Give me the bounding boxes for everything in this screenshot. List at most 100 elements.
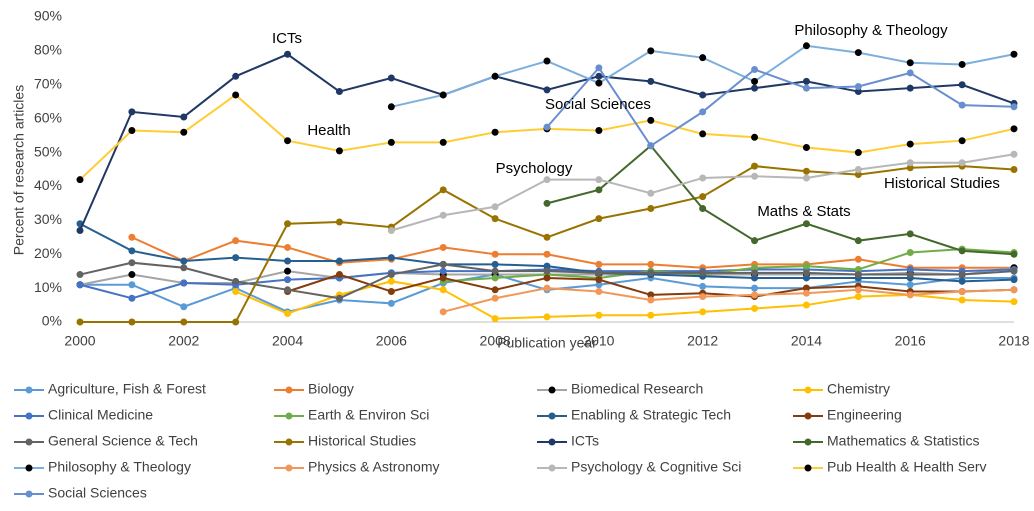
point xyxy=(595,64,603,72)
point xyxy=(802,269,810,277)
point xyxy=(595,72,603,80)
point xyxy=(439,274,447,282)
y-tick-label: 60% xyxy=(34,109,62,125)
point xyxy=(699,193,707,201)
point xyxy=(699,130,707,138)
point xyxy=(958,247,966,255)
y-tick-label: 70% xyxy=(34,75,62,91)
point xyxy=(180,279,188,287)
point xyxy=(128,247,136,255)
point xyxy=(906,230,914,238)
point xyxy=(802,174,810,182)
legend-label: Clinical Medicine xyxy=(48,407,153,423)
point xyxy=(854,293,862,301)
x-tick-label: 2006 xyxy=(376,333,407,349)
point xyxy=(491,274,499,282)
point xyxy=(595,186,603,194)
legend-marker xyxy=(285,386,293,394)
point xyxy=(647,296,655,304)
point xyxy=(491,128,499,136)
point xyxy=(1010,103,1018,111)
point xyxy=(906,159,914,167)
annotation: Philosophy & Theology xyxy=(794,22,948,39)
point xyxy=(906,69,914,77)
x-tick-label: 2000 xyxy=(64,333,95,349)
point xyxy=(76,176,84,184)
x-tick-label: 2014 xyxy=(791,333,822,349)
point xyxy=(595,176,603,184)
point xyxy=(1010,150,1018,158)
point xyxy=(854,166,862,173)
point xyxy=(751,264,759,272)
point xyxy=(76,271,84,279)
legend-marker xyxy=(25,464,33,472)
x-tick-label: 2002 xyxy=(168,333,199,349)
point xyxy=(439,267,447,275)
legend-marker xyxy=(548,412,556,420)
point xyxy=(543,57,551,65)
point xyxy=(595,215,603,223)
series-line xyxy=(80,165,1015,323)
point xyxy=(906,164,914,172)
point xyxy=(854,271,862,279)
point xyxy=(180,257,188,265)
point xyxy=(128,318,136,326)
series-line xyxy=(391,153,1015,232)
legend-marker xyxy=(285,412,293,420)
point xyxy=(439,260,447,268)
point xyxy=(387,288,395,295)
point xyxy=(491,203,499,211)
point xyxy=(128,127,136,135)
point xyxy=(647,269,655,277)
point xyxy=(387,103,395,111)
point xyxy=(76,318,84,326)
legend-marker xyxy=(804,464,812,472)
point xyxy=(751,133,759,141)
x-tick-label: 2010 xyxy=(583,333,614,349)
point xyxy=(802,84,810,92)
point xyxy=(751,269,759,277)
point xyxy=(284,220,292,228)
point xyxy=(854,171,862,179)
point xyxy=(1010,125,1018,133)
x-tick-label: 2012 xyxy=(687,333,718,349)
point xyxy=(802,220,810,228)
point xyxy=(76,227,84,234)
point xyxy=(802,301,810,309)
point xyxy=(128,259,136,267)
annotation: Historical Studies xyxy=(884,175,1000,192)
point xyxy=(854,82,862,90)
point xyxy=(699,293,707,301)
legend-label: Biology xyxy=(308,381,354,397)
point xyxy=(802,289,810,297)
point xyxy=(958,159,966,167)
point xyxy=(751,162,759,170)
annotation: Maths & Stats xyxy=(757,203,850,220)
point xyxy=(854,49,862,57)
point xyxy=(802,262,810,270)
legend-marker xyxy=(285,438,293,446)
point xyxy=(128,281,136,289)
legend-label: Pub Health & Health Serv xyxy=(827,459,987,475)
point xyxy=(335,271,343,279)
point xyxy=(439,186,447,194)
y-tick-label: 80% xyxy=(34,42,62,58)
legend-label: ICTs xyxy=(571,433,599,449)
point xyxy=(699,204,707,212)
point xyxy=(180,303,188,311)
point xyxy=(543,250,551,258)
legend-marker xyxy=(804,412,812,420)
point xyxy=(1010,166,1018,173)
point xyxy=(543,86,551,94)
point xyxy=(439,243,447,251)
point xyxy=(647,291,655,299)
point xyxy=(387,277,395,285)
x-tick-label: 2008 xyxy=(480,333,511,349)
point xyxy=(751,304,759,312)
point xyxy=(647,260,655,268)
legend-label: Enabling & Strategic Tech xyxy=(571,407,731,423)
point xyxy=(284,50,292,58)
point xyxy=(439,138,447,146)
x-tick-label: 2018 xyxy=(998,333,1029,349)
